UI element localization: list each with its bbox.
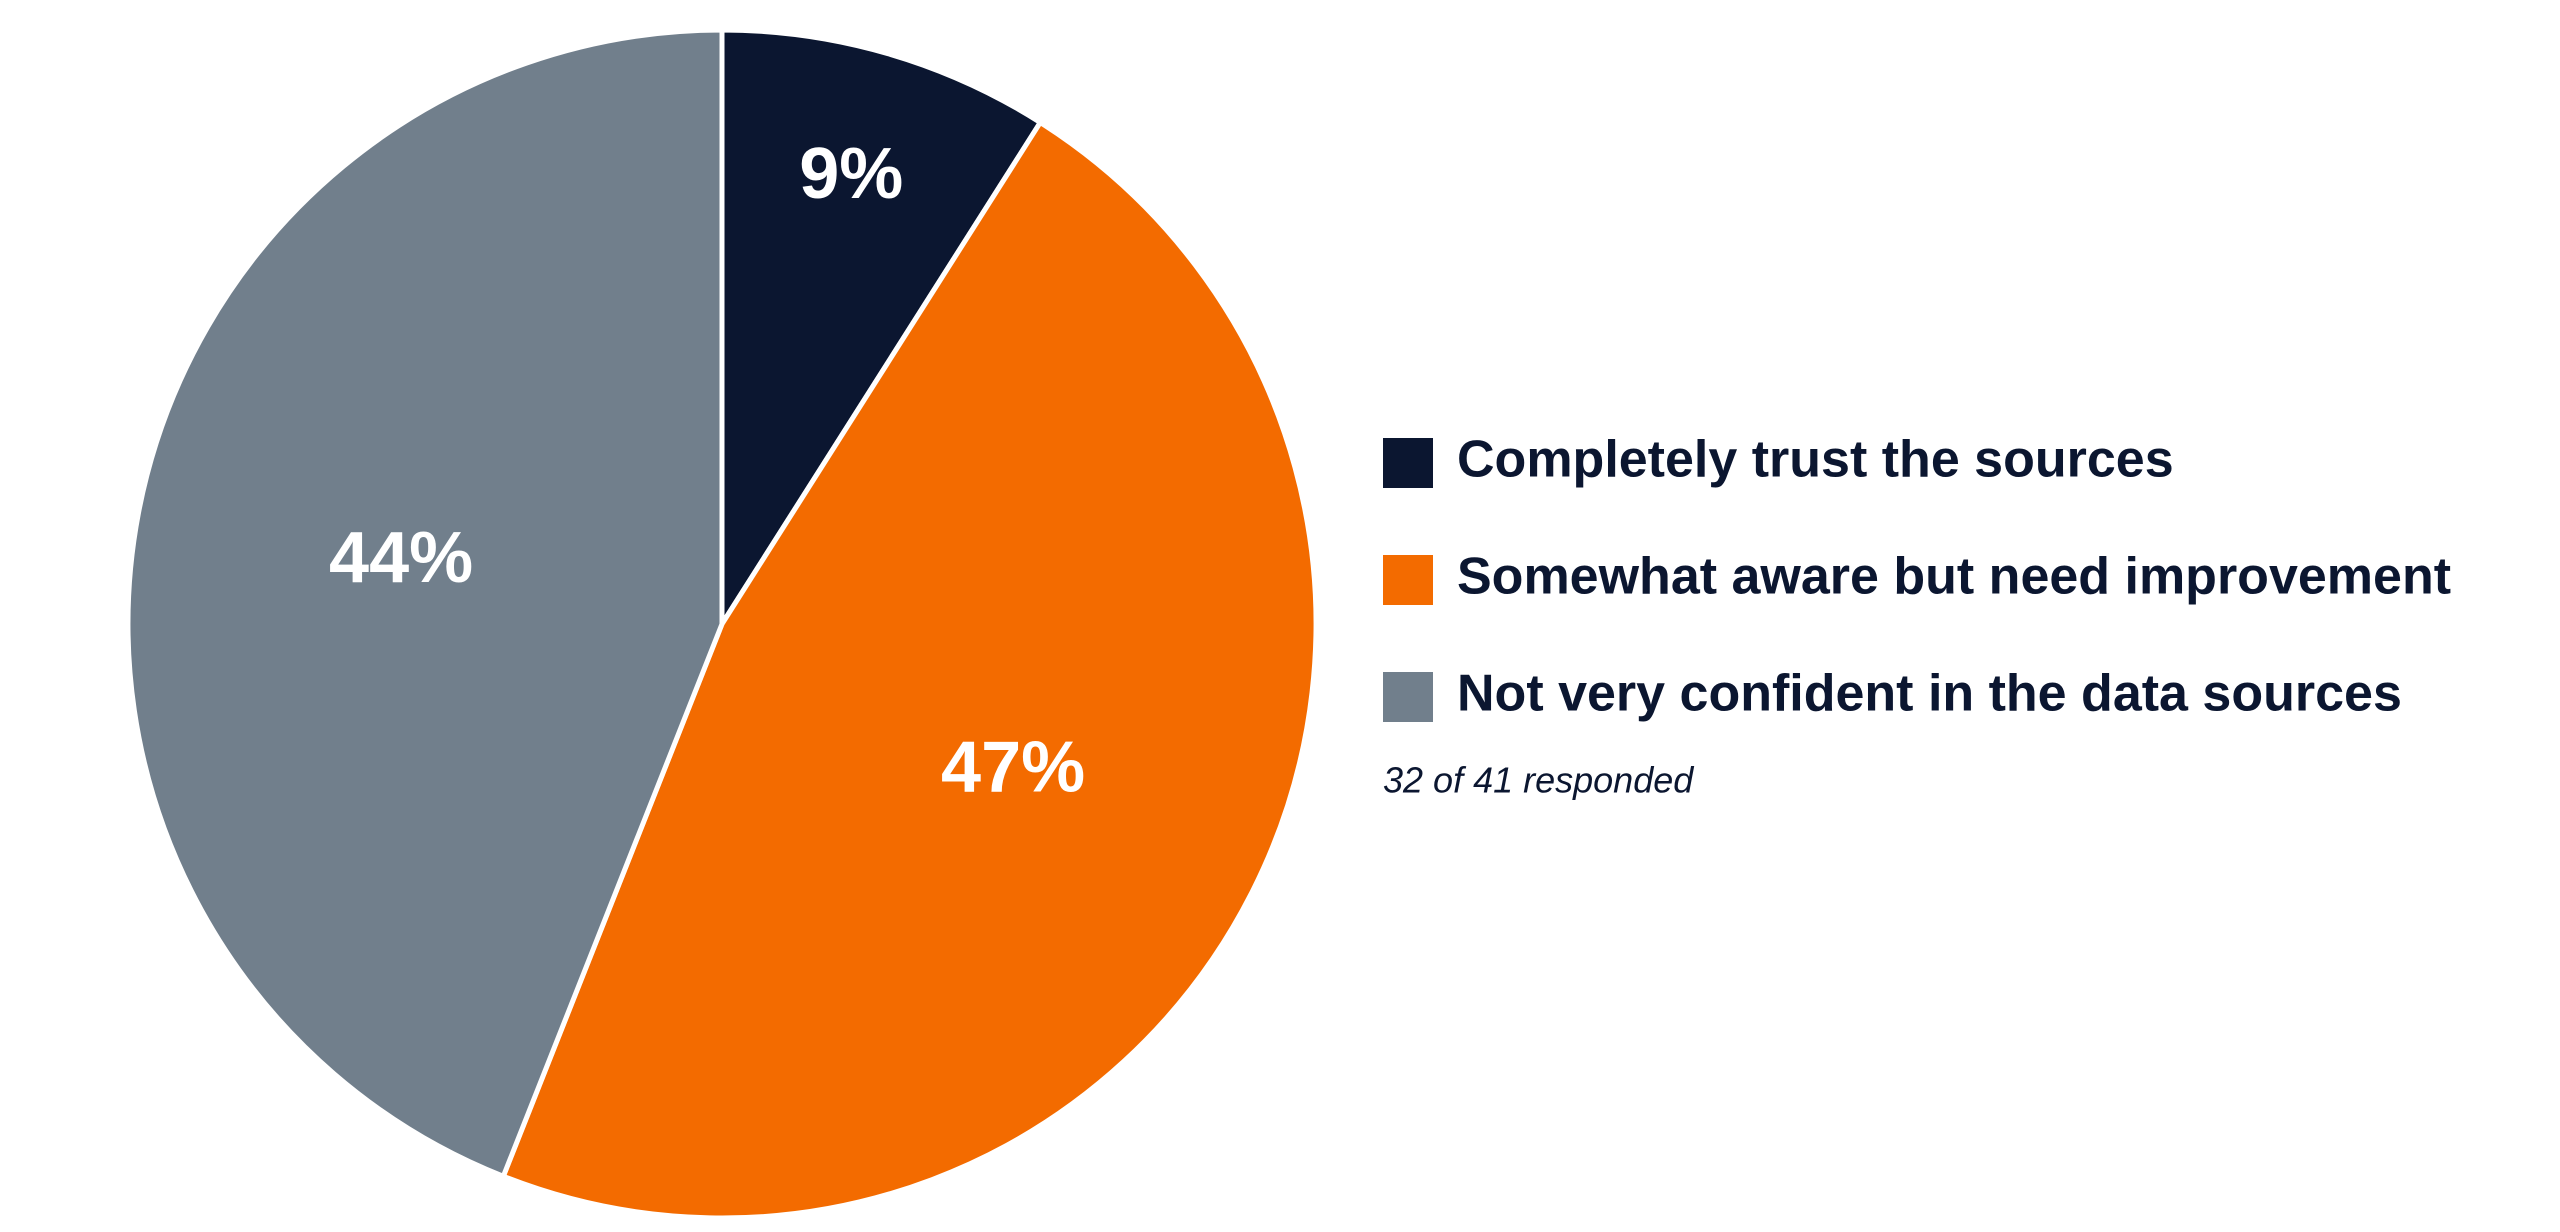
slice-label: 44% [329,518,473,598]
legend-swatch [1383,672,1433,722]
legend-label: Completely trust the sources [1457,431,2174,489]
pie-slice [500,119,1319,1221]
legend-swatch [1383,555,1433,605]
legend-swatch [1383,438,1433,488]
legend-label: Not very confident in the data sources [1457,665,2402,723]
pie-slice [125,27,725,1180]
note: 32 of 41 responded [1383,760,1694,801]
legend-label: Somewhat aware but need improvement [1457,548,2451,606]
pie-slice [719,27,1044,633]
slice-label: 9% [799,134,903,214]
slice-label: 47% [941,727,1085,807]
